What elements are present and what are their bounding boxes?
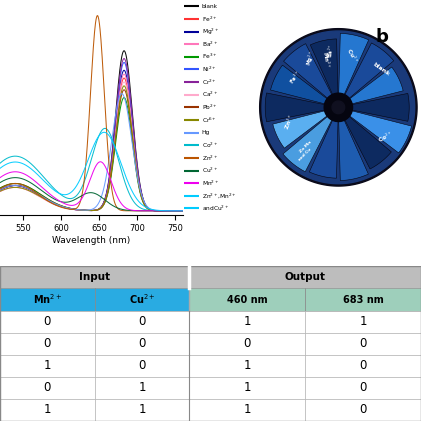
FancyBboxPatch shape	[95, 399, 189, 421]
Text: Fe$^{3+}$: Fe$^{3+}$	[287, 69, 303, 86]
Text: Mg$^{2+}$: Mg$^{2+}$	[202, 27, 219, 37]
Text: Zn$^{2+}$: Zn$^{2+}$	[282, 112, 297, 131]
Text: Output: Output	[285, 272, 326, 282]
Text: 1: 1	[244, 359, 251, 372]
FancyBboxPatch shape	[0, 399, 95, 421]
Polygon shape	[265, 93, 325, 122]
Text: Co$^{2+}$: Co$^{2+}$	[202, 141, 218, 150]
Text: Cr$^{2+}$: Cr$^{2+}$	[202, 77, 217, 87]
Polygon shape	[309, 120, 338, 178]
Polygon shape	[283, 117, 332, 172]
Text: and Cu: and Cu	[298, 147, 312, 162]
FancyBboxPatch shape	[305, 288, 421, 311]
Text: 0: 0	[244, 337, 251, 350]
Text: Mn$^{2+}$: Mn$^{2+}$	[320, 51, 333, 69]
Text: Zn$^{2+}$,Mn$^{2+}$: Zn$^{2+}$,Mn$^{2+}$	[202, 192, 237, 200]
Text: Ca$^{2+}$: Ca$^{2+}$	[202, 90, 218, 99]
Polygon shape	[324, 93, 352, 122]
Text: 683 nm: 683 nm	[343, 295, 384, 304]
FancyBboxPatch shape	[95, 288, 189, 311]
Text: 0: 0	[44, 381, 51, 394]
Text: 0: 0	[139, 337, 146, 350]
Text: 1: 1	[244, 315, 251, 328]
Text: 1: 1	[44, 359, 51, 372]
Text: Input: Input	[79, 272, 110, 282]
Text: 0: 0	[360, 359, 367, 372]
Text: 0: 0	[44, 315, 51, 328]
FancyBboxPatch shape	[95, 311, 189, 333]
FancyBboxPatch shape	[305, 333, 421, 355]
X-axis label: Wavelength (nm): Wavelength (nm)	[52, 236, 131, 245]
Text: Ba$^{2+}$: Ba$^{2+}$	[202, 40, 218, 49]
FancyBboxPatch shape	[189, 333, 305, 355]
Text: 0: 0	[360, 337, 367, 350]
Polygon shape	[271, 65, 327, 104]
Polygon shape	[260, 29, 417, 186]
Text: andCu$^{2+}$: andCu$^{2+}$	[202, 204, 229, 213]
Text: 0: 0	[360, 381, 367, 394]
FancyBboxPatch shape	[0, 333, 95, 355]
Polygon shape	[284, 44, 332, 98]
Text: Hg: Hg	[202, 130, 210, 135]
FancyBboxPatch shape	[189, 311, 305, 333]
Polygon shape	[350, 67, 403, 104]
Text: 0: 0	[44, 337, 51, 350]
FancyBboxPatch shape	[189, 288, 305, 311]
Text: blank: blank	[372, 62, 391, 77]
Text: 1: 1	[360, 315, 367, 328]
Text: 0: 0	[139, 315, 146, 328]
Text: Fe$^{2+}$: Fe$^{2+}$	[202, 14, 217, 24]
FancyBboxPatch shape	[0, 355, 95, 377]
Text: 0: 0	[139, 359, 146, 372]
Text: 1: 1	[139, 381, 146, 394]
Polygon shape	[262, 31, 415, 184]
FancyBboxPatch shape	[189, 355, 305, 377]
Polygon shape	[332, 101, 345, 114]
Text: Cu$^{2+}$: Cu$^{2+}$	[202, 166, 218, 175]
Text: 0: 0	[360, 403, 367, 416]
Text: Mn$^{2+}$: Mn$^{2+}$	[202, 179, 219, 188]
FancyBboxPatch shape	[305, 377, 421, 399]
Text: Zn Mn: Zn Mn	[298, 140, 312, 154]
Polygon shape	[352, 93, 409, 121]
Text: Mn$^{2+}$: Mn$^{2+}$	[33, 293, 62, 306]
Text: Cr$^{6+}$: Cr$^{6+}$	[202, 115, 217, 125]
Polygon shape	[345, 117, 392, 169]
Text: Pb$^{2+}$: Pb$^{2+}$	[202, 103, 217, 112]
Polygon shape	[350, 111, 412, 153]
Text: Co$^{2+}$: Co$^{2+}$	[376, 129, 395, 146]
Text: Ni$^{2+}$: Ni$^{2+}$	[202, 65, 216, 74]
FancyBboxPatch shape	[0, 377, 95, 399]
FancyBboxPatch shape	[95, 377, 189, 399]
Text: 1: 1	[44, 403, 51, 416]
Text: 1: 1	[244, 403, 251, 416]
Text: Cu$^{2+}$: Cu$^{2+}$	[344, 47, 361, 66]
Text: 1: 1	[244, 381, 251, 394]
Polygon shape	[339, 33, 369, 94]
Polygon shape	[273, 111, 327, 148]
Text: blank: blank	[202, 4, 218, 9]
Polygon shape	[339, 120, 368, 181]
FancyBboxPatch shape	[305, 355, 421, 377]
Text: Cu$^{2+}$: Cu$^{2+}$	[129, 293, 155, 306]
FancyBboxPatch shape	[305, 311, 421, 333]
Text: Ba$^{2+}$: Ba$^{2+}$	[325, 43, 336, 58]
FancyBboxPatch shape	[95, 333, 189, 355]
FancyBboxPatch shape	[189, 377, 305, 399]
Polygon shape	[345, 43, 394, 98]
FancyBboxPatch shape	[305, 399, 421, 421]
Text: 460 nm: 460 nm	[227, 295, 268, 304]
FancyBboxPatch shape	[95, 355, 189, 377]
FancyBboxPatch shape	[0, 311, 95, 333]
FancyBboxPatch shape	[0, 266, 189, 288]
Text: Mg$^{2+}$: Mg$^{2+}$	[304, 50, 318, 67]
Text: Zn$^{2+}$: Zn$^{2+}$	[202, 153, 218, 163]
FancyBboxPatch shape	[0, 288, 95, 311]
Text: b: b	[375, 27, 388, 45]
Text: Fe$^{3+}$: Fe$^{3+}$	[202, 52, 217, 61]
FancyBboxPatch shape	[189, 266, 421, 288]
Polygon shape	[310, 39, 338, 94]
FancyBboxPatch shape	[189, 399, 305, 421]
Text: 1: 1	[139, 403, 146, 416]
